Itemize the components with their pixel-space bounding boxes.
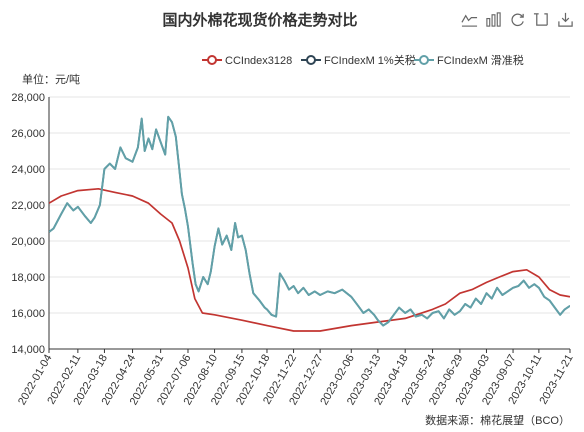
- y-tick-label: 18,000: [11, 272, 45, 284]
- line-chart-icon[interactable]: [461, 11, 478, 28]
- y-tick-label: 22,000: [11, 200, 45, 212]
- legend-label: FCIndexM 滑准税: [437, 53, 524, 67]
- legend-item-3[interactable]: FCIndexM 滑准税: [414, 53, 524, 67]
- y-tick-label: 28,000: [11, 92, 45, 104]
- y-tick-label: 24,000: [11, 164, 45, 176]
- series-group: [49, 115, 570, 332]
- legend-marker: [207, 55, 217, 65]
- series-line-3[interactable]: [49, 115, 570, 327]
- y-tick-label: 14,000: [11, 344, 45, 356]
- legend: CCIndex3128 FCIndexM 1%关税 FCIndexM 滑准税: [202, 53, 524, 67]
- toolbox: [461, 11, 574, 28]
- x-axis: 2022-01-042022-02-112022-03-182022-04-24…: [16, 348, 576, 407]
- legend-item-2[interactable]: FCIndexM 1%关税: [301, 53, 416, 67]
- y-tick-label: 16,000: [11, 308, 45, 320]
- chart-title: 国内外棉花现货价格走势对比: [162, 11, 357, 29]
- legend-item-1[interactable]: CCIndex3128: [202, 55, 292, 67]
- y-axis: 14,000 16,000 18,000 20,000 22,000 24,000 26,0…: [11, 92, 50, 356]
- bar-chart-icon[interactable]: [485, 11, 502, 28]
- grid-lines: [49, 96, 570, 314]
- source-label: 数据来源：棉花展望（BCO）: [425, 413, 570, 427]
- series-line-1[interactable]: [49, 187, 570, 332]
- legend-marker: [306, 55, 316, 65]
- legend-marker: [419, 55, 429, 65]
- legend-label: FCIndexM 1%关税: [324, 53, 416, 67]
- save-image-icon[interactable]: [557, 11, 574, 28]
- data-view-icon[interactable]: [533, 11, 550, 28]
- y-tick-label: 26,000: [11, 128, 45, 140]
- legend-label: CCIndex3128: [225, 55, 292, 67]
- unit-label: 单位：元/吨: [22, 72, 80, 86]
- y-tick-label: 20,000: [11, 236, 45, 248]
- restore-icon[interactable]: [509, 11, 526, 28]
